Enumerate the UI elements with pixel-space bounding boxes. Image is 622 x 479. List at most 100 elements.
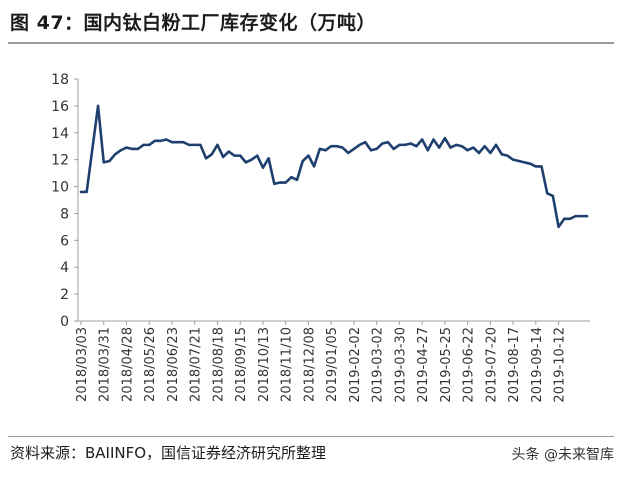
data-point [540,165,543,168]
y-tick-label: 0 [60,314,69,330]
x-tick-label: 2018/12/08 [302,327,317,402]
x-tick-label: 2018/07/21 [189,327,204,402]
y-tick-label: 6 [60,233,69,249]
x-tick-label: 2018/03/31 [98,327,113,402]
data-point [489,151,492,155]
data-point [313,165,316,168]
data-point [307,154,310,157]
x-tick-label: 2018/10/13 [257,327,272,402]
data-point [347,151,350,155]
data-point [455,143,458,146]
y-tick-label: 10 [51,180,69,196]
x-tick-label: 2018/09/15 [234,327,249,402]
data-point [91,147,94,151]
data-point [159,139,162,142]
x-tick-label: 2019-05-25 [439,327,454,403]
data-point [96,104,100,107]
data-point [233,154,236,157]
watermark-text: 头条 @未来智库 [511,447,614,463]
data-point [341,146,344,149]
data-point [267,157,270,160]
data-point [494,143,498,146]
data-point [284,181,287,184]
data-point [295,178,299,181]
data-point [443,137,446,140]
data-point [580,215,583,218]
data-point [250,158,253,161]
data-point [142,143,145,146]
source-note: 资料来源：BAIINFO，国信证券经济研究所整理 [10,444,327,462]
data-point [210,153,213,156]
data-point [278,181,282,184]
data-point [369,149,373,152]
data-point [227,150,230,153]
data-point [114,153,117,156]
data-point [398,143,401,146]
chart-title: 图 47：国内钛白粉工厂库存变化（万吨） [10,12,377,34]
data-point [261,166,265,169]
title-divider [8,42,614,44]
data-point [136,147,139,151]
source-divider [8,436,614,437]
data-point [472,146,475,149]
data-point [432,138,435,141]
data-point [517,159,520,163]
data-point [165,138,168,141]
data-point [392,147,395,151]
x-tick-label: 2018/11/10 [280,327,295,402]
data-point [324,149,327,152]
data-point [381,142,384,145]
x-tick-label: 2019-10-12 [553,327,568,403]
data-point [449,146,452,149]
data-point [148,143,151,146]
data-point [421,138,424,141]
data-point [335,145,338,148]
data-point [438,146,441,149]
data-point [364,141,367,144]
x-tick-label: 2019-06-22 [462,327,477,403]
data-point [426,149,429,152]
data-point [375,147,378,151]
x-tick-label: 2019-09-14 [530,327,545,403]
data-point [506,154,509,157]
data-point [290,176,293,179]
x-tick-label: 2019-04-27 [416,327,431,403]
data-point [301,159,304,163]
data-point [500,153,503,156]
data-point [574,215,577,218]
data-point [546,192,549,195]
x-tick-label: 2018/05/26 [143,327,158,402]
data-point [193,143,196,146]
data-point [176,141,179,144]
data-point [358,143,361,146]
data-point [477,151,481,155]
x-tick-label: 2019-07-20 [484,327,499,403]
data-point [102,161,105,164]
data-point [222,155,225,159]
data-point [330,145,333,148]
data-point [563,217,566,220]
x-tick-label: 2018/06/23 [166,327,181,402]
x-tick-label: 2018/04/28 [120,327,135,402]
data-point [523,161,526,164]
data-point [216,143,219,146]
data-point [187,143,191,146]
y-tick-label: 12 [51,153,69,169]
data-point [85,190,88,194]
y-tick-label: 8 [60,206,69,222]
data-point [483,145,486,148]
data-point [131,147,134,151]
data-point [119,149,122,152]
data-point [256,154,259,157]
data-point [415,145,418,148]
y-tick-label: 4 [60,260,69,276]
title-bar: 图 47：国内钛白粉工厂库存变化（万吨） [0,0,622,44]
x-tick-label: 2019-03-30 [393,327,408,403]
data-point [568,217,572,220]
data-point [409,142,412,145]
inventory-series-line [79,104,589,229]
x-tick-label: 2019/01/05 [325,327,340,402]
data-point [585,215,589,218]
data-point [273,182,276,185]
data-point [466,149,469,152]
